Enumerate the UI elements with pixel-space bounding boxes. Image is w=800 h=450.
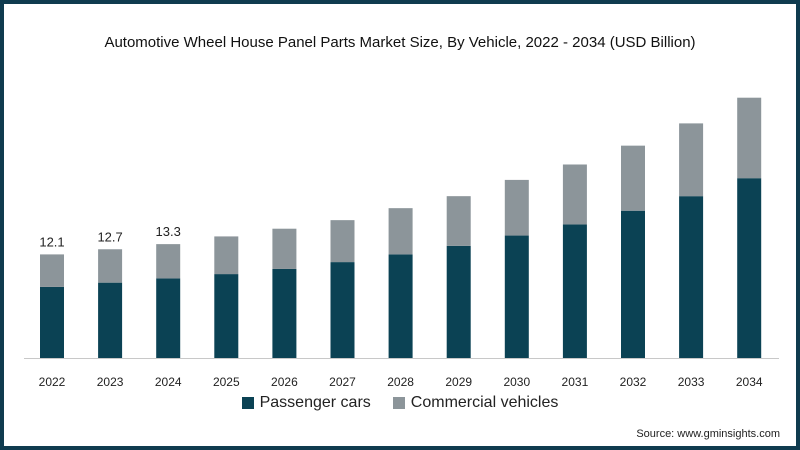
source-note: Source: www.gminsights.com [636,428,780,440]
x-tick-label: 2024 [155,375,182,389]
legend-label-commercial: Commercial vehicles [410,394,559,411]
bar-passenger-2031 [562,224,587,358]
bar-commercial-2032 [621,145,645,211]
bar-passenger-2028 [388,254,413,358]
chart-title: Automotive Wheel House Panel Parts Marke… [104,34,696,51]
bar-passenger-2033 [679,196,704,358]
bar-commercial-2029 [446,196,471,246]
bar-passenger-2022 [40,286,64,358]
data-label-2024: 13.3 [156,224,181,239]
legend-item-passenger: Passenger cars [241,394,371,412]
bar-passenger-2023 [98,282,123,358]
bar-passenger-2032 [621,210,645,358]
bar-passenger-2029 [446,245,471,358]
bar-chart: 2022 12.1 2023 12.7 2024 13.3 2025 2026 2027 2028… [24,97,779,389]
chart-legend: Passenger cars Commercial vehicles [4,394,796,412]
legend-label-passenger: Passenger cars [259,394,371,411]
x-tick-label: 2030 [503,375,530,389]
x-tick-label: 2027 [329,375,356,389]
x-tick-label: 2026 [271,375,298,389]
bar-commercial-2034 [737,97,762,179]
x-tick-label: 2023 [97,375,124,389]
bar-commercial-2031 [562,164,587,225]
data-label-2023: 12.7 [97,229,122,244]
x-tick-label: 2031 [562,375,589,389]
x-tick-label: 2032 [620,375,647,389]
bar-commercial-2028 [388,208,413,255]
x-tick-label: 2033 [678,375,705,389]
x-tick-label: 2022 [39,375,66,389]
legend-item-commercial: Commercial vehicles [392,394,559,412]
legend-swatch-passenger [241,397,254,409]
bar-commercial-2022 [40,254,64,287]
bar-passenger-2027 [330,262,355,358]
bar-commercial-2025 [214,236,239,275]
x-tick-label: 2034 [736,375,763,389]
bar-commercial-2026 [272,228,297,269]
data-label-2022: 12.1 [39,234,64,249]
bar-commercial-2033 [679,123,704,197]
x-tick-label: 2028 [387,375,414,389]
bar-passenger-2034 [737,178,762,358]
bar-passenger-2025 [214,274,239,358]
x-tick-label: 2025 [213,375,240,389]
bar-commercial-2023 [98,249,123,283]
bar-passenger-2026 [272,268,297,358]
bar-passenger-2024 [156,278,181,358]
bar-commercial-2027 [330,220,355,263]
bar-passenger-2030 [504,235,529,358]
bar-commercial-2024 [156,244,181,279]
legend-swatch-commercial [392,397,405,409]
x-tick-label: 2029 [445,375,472,389]
bar-commercial-2030 [504,179,529,236]
